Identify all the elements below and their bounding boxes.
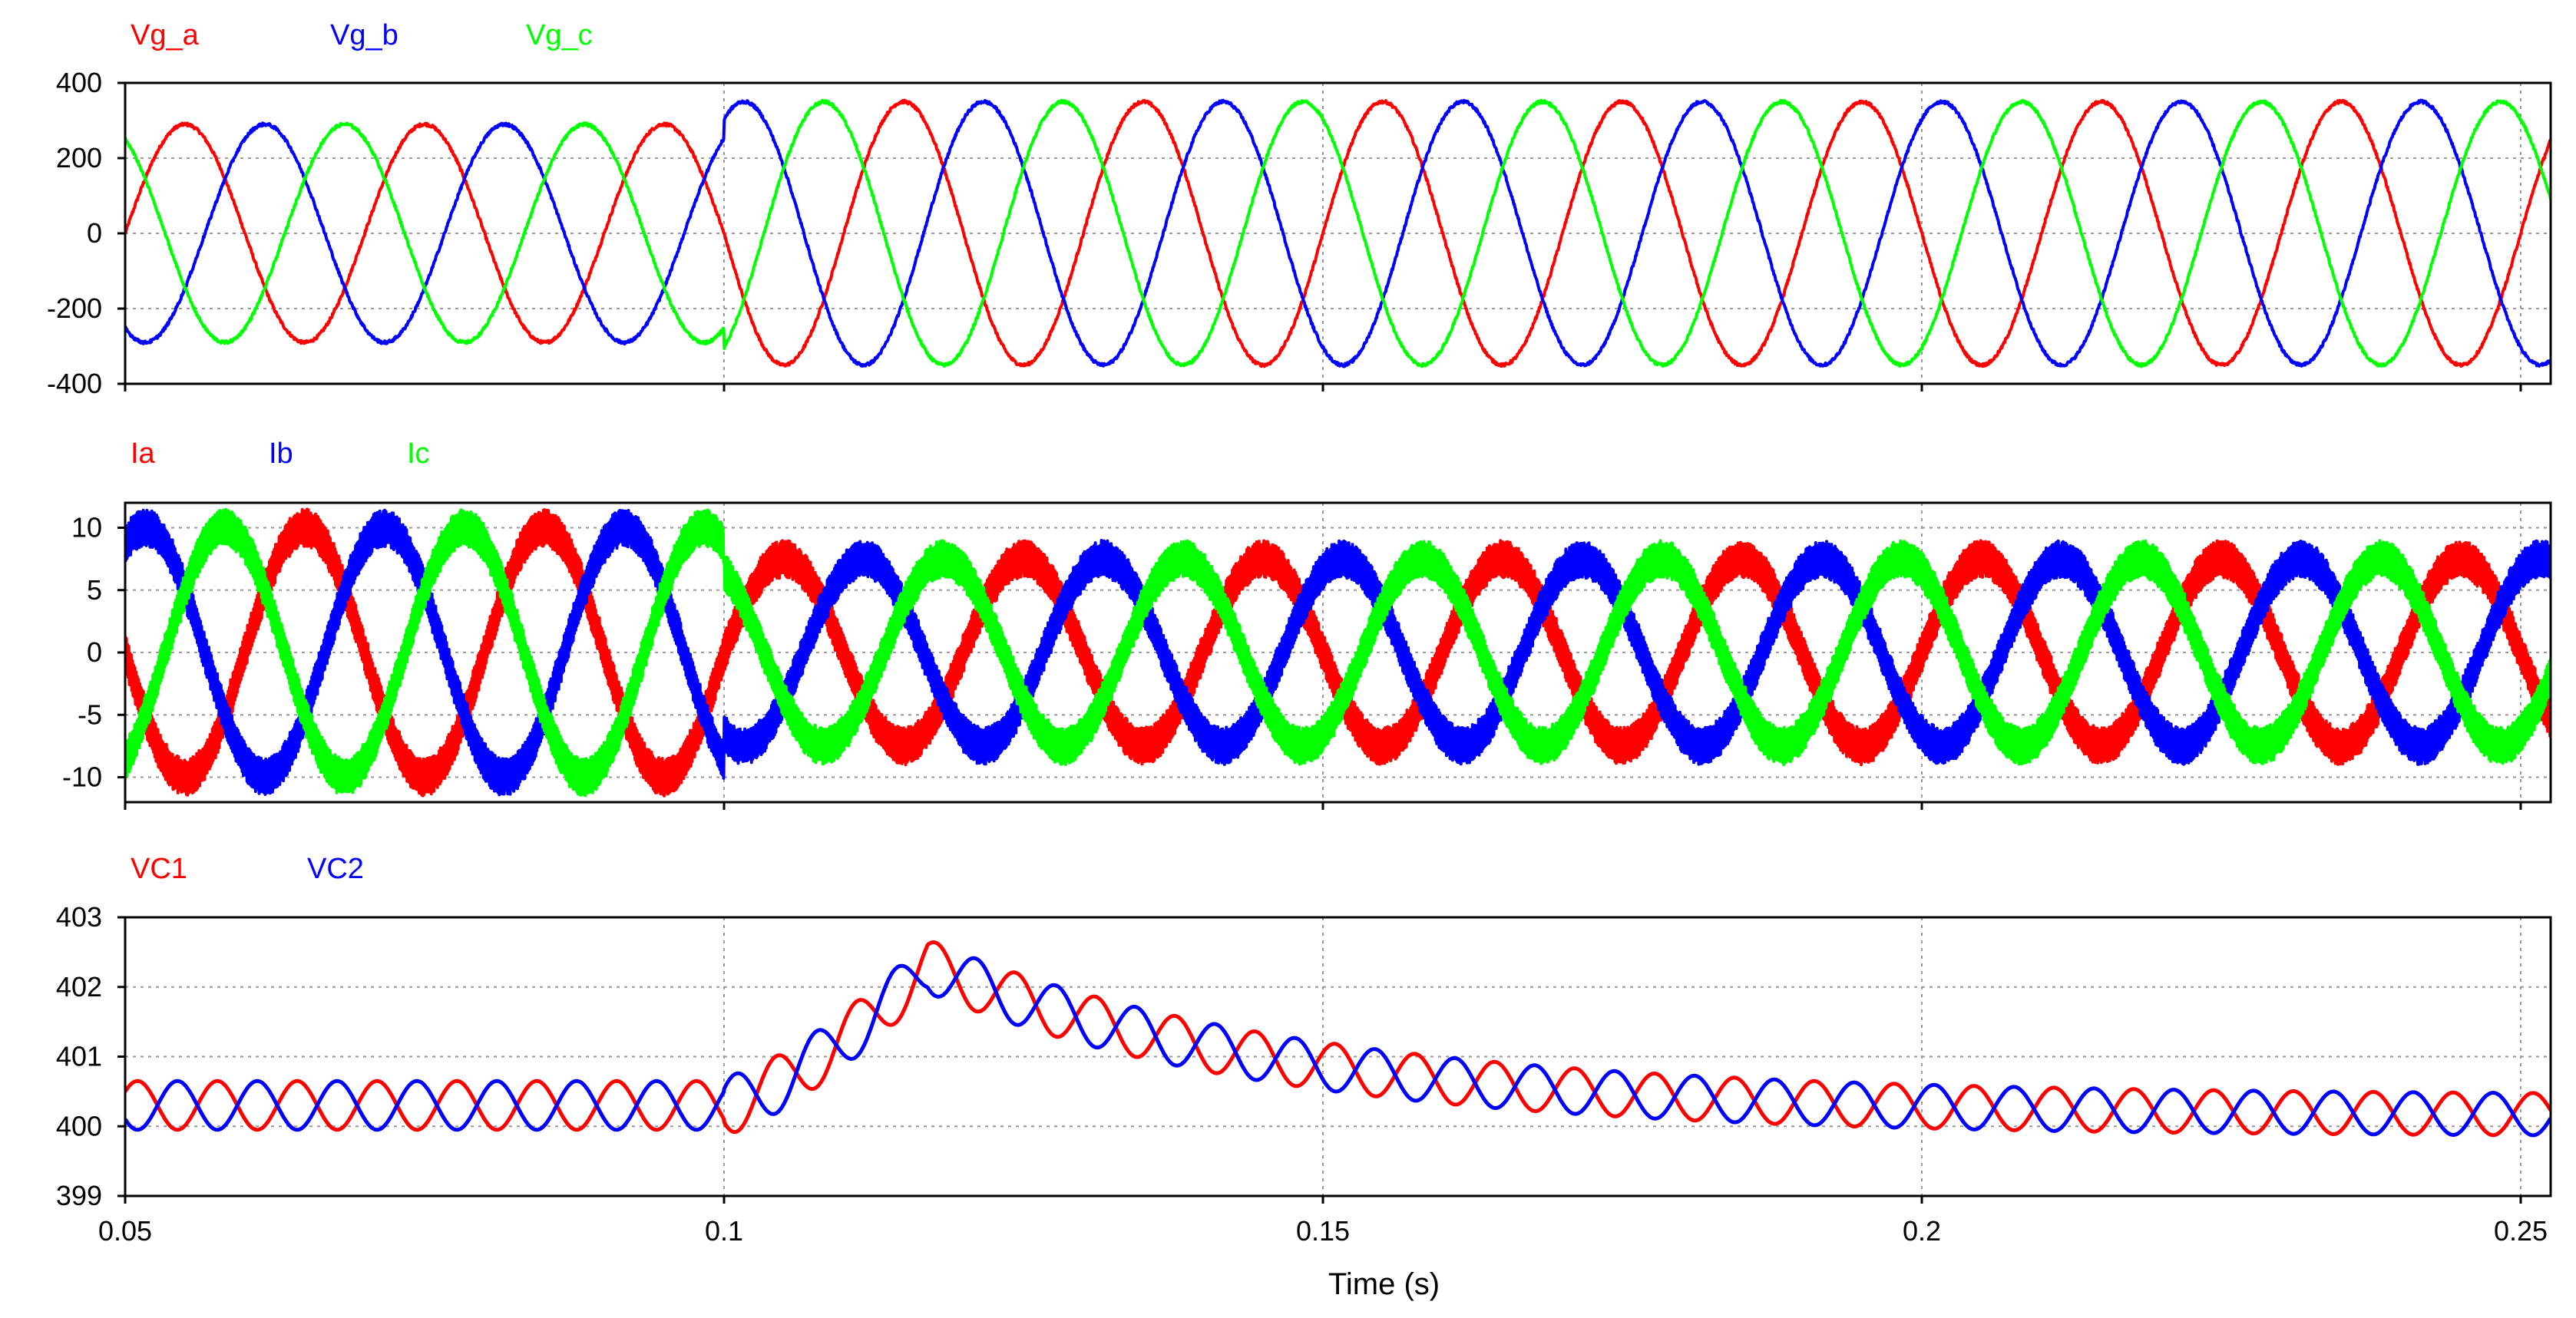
y-tick-label: 0 bbox=[87, 636, 102, 668]
panel-grid-voltages: 400 200 0 -200 -400 Vg_a Vg_b Vg_c bbox=[47, 19, 2552, 399]
y-tick-label: 10 bbox=[71, 512, 102, 543]
x-tick-label: 0.05 bbox=[98, 1215, 152, 1247]
series-vc2-line bbox=[125, 956, 2551, 1138]
y-tick-label: 403 bbox=[56, 901, 102, 933]
series-ic-line bbox=[125, 507, 2551, 798]
x-axis-title: Time (s) bbox=[1328, 1267, 1440, 1301]
series-vg-c-line bbox=[125, 98, 2551, 368]
y-tick-label: 400 bbox=[56, 1110, 102, 1141]
y-tick-label: -400 bbox=[47, 368, 102, 399]
x-tick-label: 0.1 bbox=[705, 1215, 743, 1247]
legend-ia: Ia bbox=[131, 438, 156, 470]
legend-ib: Ib bbox=[269, 438, 293, 470]
plot-border bbox=[124, 916, 2552, 1197]
plot-border bbox=[124, 501, 2552, 804]
x-tick-label: 0.15 bbox=[1296, 1215, 1350, 1247]
panel-grid-currents: 10 5 0 -5 -10 Ia Ib Ic bbox=[62, 438, 2552, 810]
legend-vg-b: Vg_b bbox=[330, 19, 398, 51]
y-tick-label: 402 bbox=[56, 971, 102, 1003]
series-vc1-line bbox=[125, 940, 2551, 1138]
y-tick-label: -10 bbox=[62, 761, 102, 793]
series-ib-line bbox=[125, 508, 2551, 797]
y-tick-label: -200 bbox=[47, 292, 102, 324]
y-tick-label: 200 bbox=[56, 142, 102, 173]
x-tick-label: 0.25 bbox=[2494, 1215, 2548, 1247]
y-tick-label: 399 bbox=[56, 1180, 102, 1211]
y-tick-label: 0 bbox=[87, 217, 102, 249]
y-tick-label: 400 bbox=[56, 67, 102, 98]
legend-vg-a: Vg_a bbox=[131, 19, 200, 51]
legend-ic: Ic bbox=[407, 438, 430, 470]
y-tick-label: 401 bbox=[56, 1041, 102, 1072]
legend-vc2: VC2 bbox=[307, 853, 364, 885]
y-tick-label: 5 bbox=[87, 574, 102, 606]
legend-vc1: VC1 bbox=[131, 853, 187, 885]
series-vg-a-line bbox=[125, 98, 2551, 368]
plot-border bbox=[124, 81, 2552, 385]
legend-vg-c: Vg_c bbox=[526, 19, 593, 51]
series-vg-b-line bbox=[125, 98, 2551, 368]
panel-capacitor-voltages: 403 402 401 400 399 VC1 VC2 bbox=[56, 853, 2552, 1211]
series-ia-line bbox=[125, 507, 2551, 798]
x-tick-label: 0.2 bbox=[1903, 1215, 1941, 1247]
y-tick-label: -5 bbox=[78, 699, 102, 730]
